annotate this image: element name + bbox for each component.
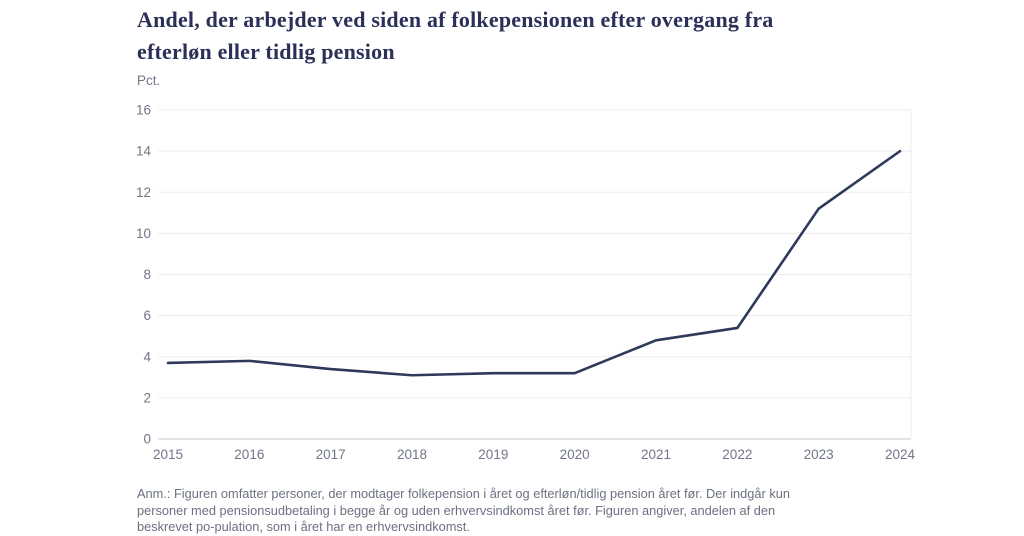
x-tick-label: 2019 bbox=[478, 447, 508, 462]
y-tick-label: 14 bbox=[136, 144, 152, 159]
line-chart: 0 2 4 6 8 10 12 14 16 2015 2016 2017 2018 2019 2020 202… bbox=[136, 103, 916, 463]
y-tick-label: 8 bbox=[143, 267, 151, 282]
x-tick-label: 2018 bbox=[397, 447, 427, 462]
y-tick-label: 4 bbox=[143, 349, 151, 364]
chart-title-line-1: Andel, der arbejder ved siden af folkepe… bbox=[137, 7, 774, 32]
x-tick-label: 2017 bbox=[316, 447, 346, 462]
y-axis-unit-label: Pct. bbox=[137, 73, 161, 88]
x-tick-label: 2022 bbox=[722, 447, 752, 462]
footnote-line-3: beskrevet po-pulation, som i året har en… bbox=[137, 519, 470, 534]
chart-title: Andel, der arbejder ved siden af folkepe… bbox=[137, 4, 967, 68]
footnote: Anm.: Figuren omfatter personer, der mod… bbox=[137, 486, 937, 536]
y-tick-label: 12 bbox=[136, 185, 151, 200]
x-tick-label: 2023 bbox=[804, 447, 834, 462]
x-tick-label: 2024 bbox=[885, 447, 916, 462]
chart-title-line-2: efterløn eller tidlig pension bbox=[137, 39, 395, 64]
x-tick-label: 2016 bbox=[234, 447, 264, 462]
data-series-line bbox=[166, 149, 902, 377]
y-tick-label: 16 bbox=[136, 103, 151, 118]
y-tick-label: 0 bbox=[143, 432, 151, 447]
x-tick-label: 2015 bbox=[153, 447, 183, 462]
x-tick-label: 2021 bbox=[641, 447, 671, 462]
x-tick-label: 2020 bbox=[560, 447, 590, 462]
y-tick-label: 10 bbox=[136, 226, 151, 241]
y-tick-label: 2 bbox=[143, 390, 151, 405]
footnote-line-1: Anm.: Figuren omfatter personer, der mod… bbox=[137, 486, 790, 501]
y-tick-label: 6 bbox=[143, 308, 151, 323]
footnote-line-2: personer med pensionsudbetaling i begge … bbox=[137, 502, 776, 518]
